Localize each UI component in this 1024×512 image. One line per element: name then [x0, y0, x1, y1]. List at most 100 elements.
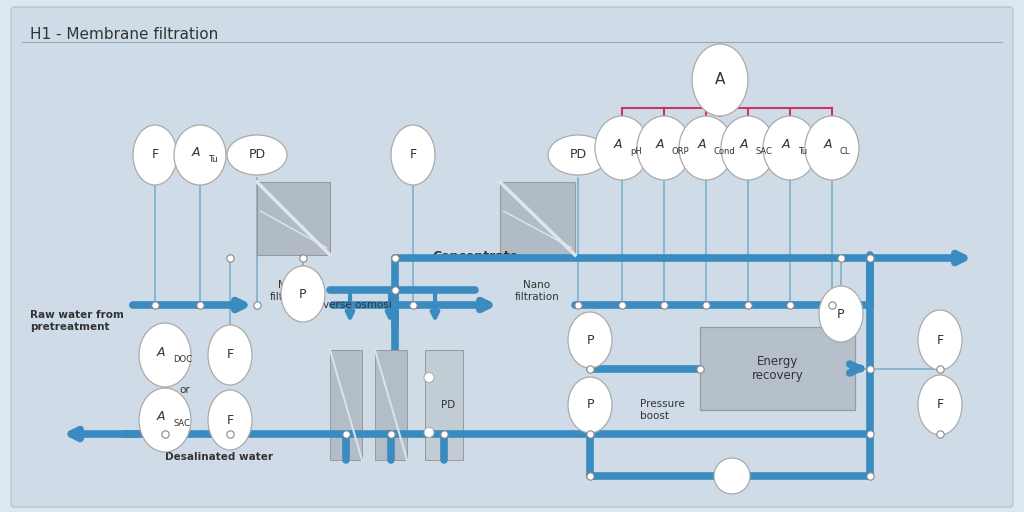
Point [582, 430, 598, 438]
Text: A: A [823, 139, 833, 152]
Point [862, 254, 879, 262]
Text: DOC: DOC [173, 354, 193, 364]
Text: H1 - Membrane filtration: H1 - Membrane filtration [30, 27, 218, 42]
Text: A: A [697, 139, 707, 152]
Text: PD: PD [569, 148, 587, 161]
Ellipse shape [281, 266, 325, 322]
Point [932, 365, 948, 373]
Circle shape [424, 373, 434, 382]
Point [613, 301, 630, 309]
Ellipse shape [819, 286, 863, 342]
Text: P: P [587, 398, 594, 412]
Point [862, 365, 879, 373]
Point [582, 472, 598, 480]
Text: ORP: ORP [672, 147, 689, 157]
Point [823, 301, 840, 309]
Text: F: F [936, 398, 943, 412]
Point [191, 301, 208, 309]
Polygon shape [257, 182, 330, 255]
Point [222, 430, 239, 438]
Point [249, 301, 265, 309]
Point [739, 301, 756, 309]
Circle shape [714, 458, 750, 494]
Ellipse shape [548, 135, 608, 175]
Text: A: A [715, 73, 725, 88]
Ellipse shape [692, 44, 748, 116]
Text: A: A [655, 139, 665, 152]
Ellipse shape [227, 135, 287, 175]
Text: F: F [152, 148, 159, 161]
Point [655, 301, 672, 309]
Text: P: P [587, 333, 594, 347]
Point [404, 301, 421, 309]
Point [582, 365, 598, 373]
Text: P: P [838, 308, 845, 321]
Ellipse shape [568, 377, 612, 433]
Text: A: A [157, 411, 165, 423]
Text: Energy
recovery: Energy recovery [752, 354, 804, 382]
Text: A: A [191, 145, 201, 159]
Text: Tu: Tu [208, 155, 218, 163]
Ellipse shape [721, 116, 775, 180]
Point [222, 254, 239, 262]
Point [862, 472, 879, 480]
FancyBboxPatch shape [375, 350, 407, 460]
Text: SAC: SAC [756, 147, 773, 157]
Text: Concentrate: Concentrate [432, 249, 518, 263]
Point [383, 430, 399, 438]
Point [146, 301, 163, 309]
Text: A: A [157, 346, 165, 358]
Text: SAC: SAC [173, 419, 189, 429]
Point [692, 365, 709, 373]
Ellipse shape [637, 116, 691, 180]
Text: F: F [226, 349, 233, 361]
Text: Nano
filtration: Nano filtration [515, 280, 559, 302]
Text: P: P [299, 288, 307, 301]
Text: PD: PD [441, 400, 455, 410]
Text: CL: CL [840, 147, 851, 157]
Ellipse shape [139, 323, 191, 387]
Point [781, 301, 798, 309]
Point [338, 430, 354, 438]
Ellipse shape [763, 116, 817, 180]
Point [862, 430, 879, 438]
FancyBboxPatch shape [330, 350, 362, 460]
Text: A: A [739, 139, 749, 152]
Ellipse shape [174, 125, 226, 185]
Point [436, 430, 453, 438]
Point [157, 430, 173, 438]
Ellipse shape [595, 116, 649, 180]
Text: A: A [781, 139, 791, 152]
Ellipse shape [133, 125, 177, 185]
Text: F: F [226, 414, 233, 426]
Point [387, 286, 403, 294]
Text: Raw water from
pretreatment: Raw water from pretreatment [30, 310, 124, 332]
Polygon shape [500, 182, 575, 255]
Text: A: A [613, 139, 623, 152]
Text: Tu: Tu [798, 147, 807, 157]
Text: Desalinated water: Desalinated water [165, 452, 273, 462]
Point [569, 301, 586, 309]
Ellipse shape [208, 325, 252, 385]
Circle shape [424, 428, 434, 437]
Ellipse shape [918, 375, 962, 435]
FancyBboxPatch shape [700, 327, 855, 410]
Text: Cond: Cond [714, 147, 736, 157]
Text: or: or [179, 385, 190, 395]
Point [295, 254, 311, 262]
Text: pH: pH [630, 147, 642, 157]
Text: Reverse osmosis: Reverse osmosis [310, 300, 397, 310]
FancyBboxPatch shape [425, 350, 463, 460]
Text: F: F [410, 148, 417, 161]
Point [697, 301, 714, 309]
Ellipse shape [139, 388, 191, 452]
Point [387, 254, 403, 262]
Ellipse shape [679, 116, 733, 180]
Text: PD: PD [249, 148, 265, 161]
Text: Pressure
boost: Pressure boost [640, 399, 685, 421]
Point [932, 430, 948, 438]
FancyBboxPatch shape [11, 7, 1013, 507]
Text: Micro
filtration: Micro filtration [269, 280, 314, 302]
Ellipse shape [391, 125, 435, 185]
Point [833, 254, 849, 262]
